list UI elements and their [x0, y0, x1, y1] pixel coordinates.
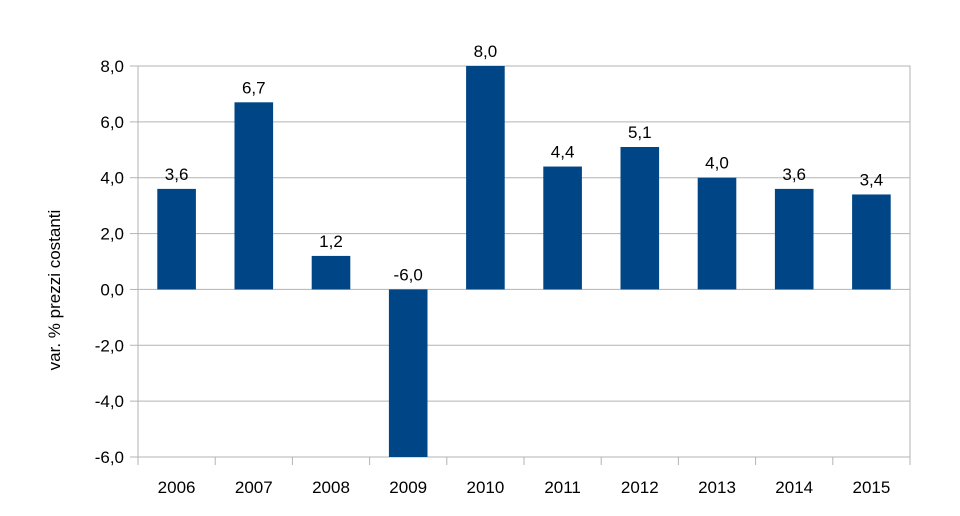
bar-2013	[697, 177, 737, 290]
x-tick-label: 2010	[466, 478, 504, 497]
bars	[157, 66, 891, 457]
bar-2011	[543, 166, 582, 290]
data-label: 8,0	[474, 42, 498, 61]
y-tick-label: 2,0	[100, 225, 124, 244]
data-label: 4,4	[551, 143, 575, 162]
y-tick-label: 8,0	[100, 57, 124, 76]
bar-2014	[774, 188, 814, 290]
bar-2012	[620, 146, 660, 290]
data-label: 3,6	[165, 165, 189, 184]
x-tick-label: 2015	[852, 478, 890, 497]
x-tick-label: 2009	[389, 478, 427, 497]
data-label: 3,4	[860, 170, 884, 189]
x-tick-label: 2012	[621, 478, 659, 497]
y-tick-label: 4,0	[100, 169, 124, 188]
bar-2015	[852, 194, 891, 290]
data-label: -6,0	[394, 265, 423, 284]
x-tick-label: 2014	[775, 478, 813, 497]
y-tick-label: -6,0	[95, 448, 124, 467]
data-label: 1,2	[319, 232, 343, 251]
data-label: 3,6	[782, 165, 806, 184]
bar-2007	[234, 102, 274, 290]
data-labels: 3,6 6,7 1,2 -6,0 8,0 4,4 5,1 4,0 3,6 3,4	[165, 42, 883, 284]
y-tick-label: -2,0	[95, 336, 124, 355]
y-tick-labels: 8,0 6,0 4,0 2,0 0,0 -2,0 -4,0 -6,0	[95, 57, 124, 467]
x-tick-label: 2006	[158, 478, 196, 497]
x-tick-label: 2011	[544, 478, 581, 497]
y-tick-label: -4,0	[95, 392, 124, 411]
x-tick-label: 2007	[235, 478, 273, 497]
data-label: 5,1	[628, 123, 652, 142]
bar-2009	[388, 289, 428, 457]
x-tick-label: 2013	[698, 478, 736, 497]
x-tick-label: 2008	[312, 478, 350, 497]
bar-2008	[311, 255, 351, 290]
y-tick-label: 0,0	[100, 280, 124, 299]
bar-2006	[157, 188, 196, 290]
y-axis-title: var. % prezzi costanti	[45, 210, 64, 371]
data-label: 4,0	[705, 154, 729, 173]
x-tick-labels: 2006 2007 2008 2009 2010 2011 2012 2013 2014 2015	[158, 478, 891, 497]
y-tick-label: 6,0	[100, 113, 124, 132]
bar-2010	[466, 66, 505, 290]
data-label: 6,7	[242, 78, 266, 97]
